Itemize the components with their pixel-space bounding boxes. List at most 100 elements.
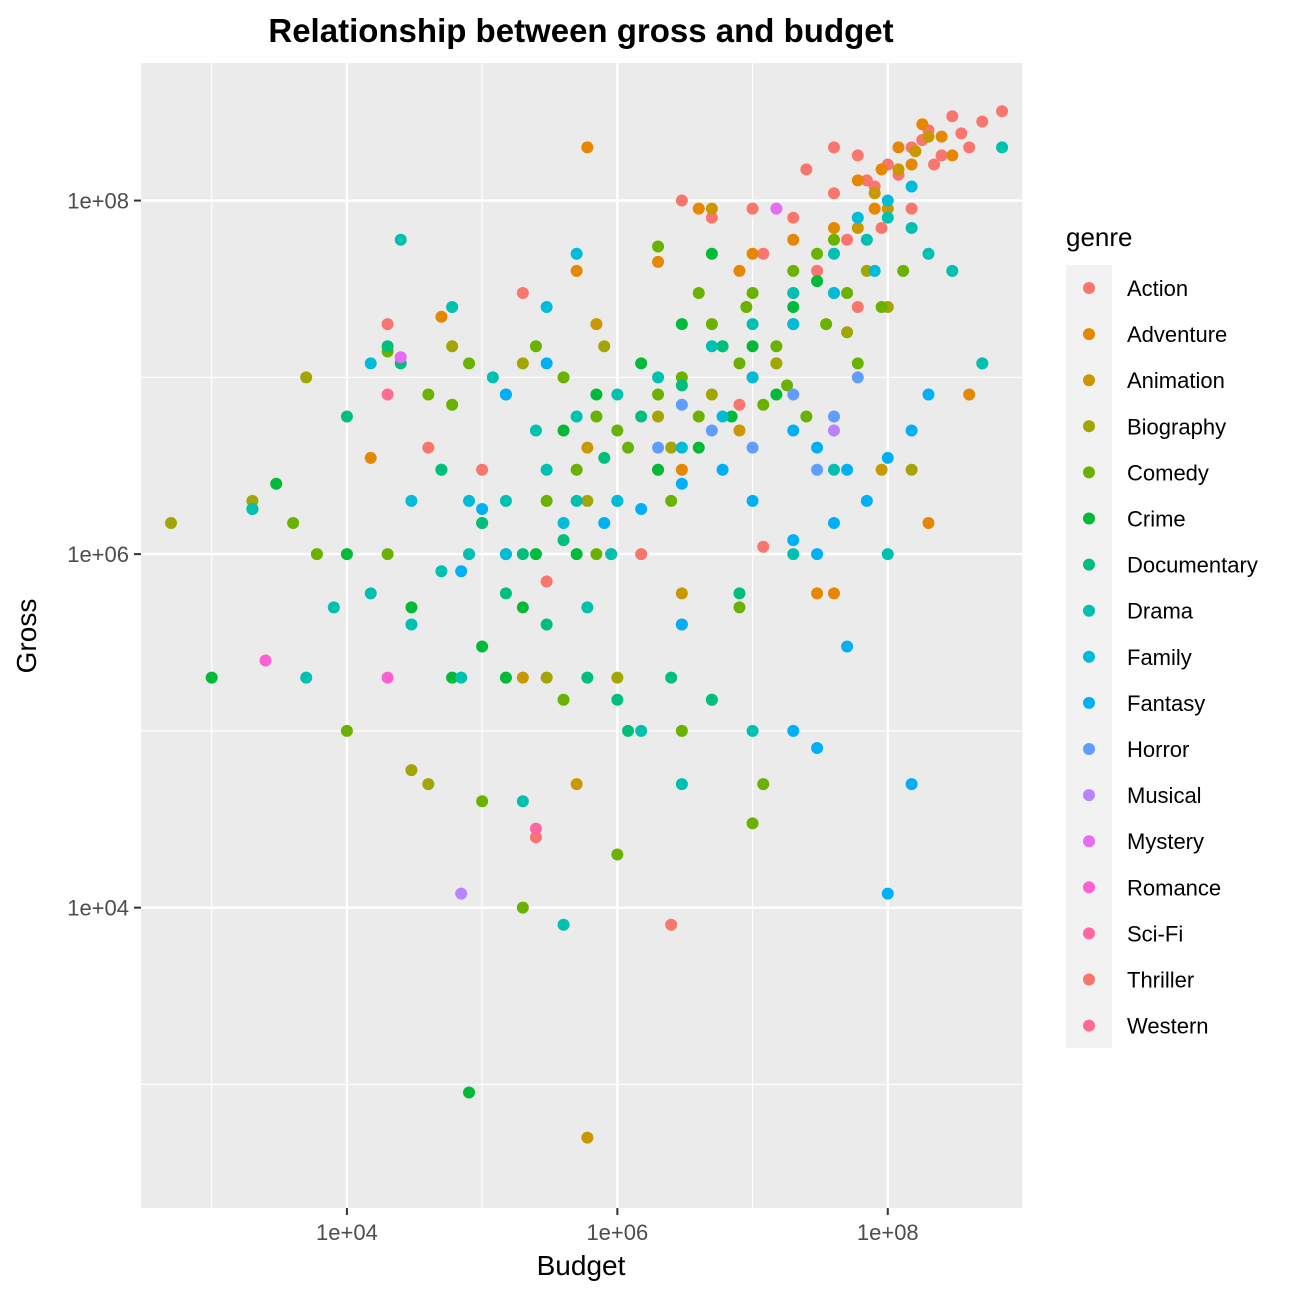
series-musical bbox=[455, 424, 840, 900]
data-point bbox=[716, 410, 729, 423]
data-point bbox=[705, 388, 718, 401]
data-point bbox=[705, 424, 718, 437]
data-point bbox=[692, 202, 705, 215]
data-point bbox=[881, 211, 894, 224]
y-tick-label: 1e+06 bbox=[67, 542, 129, 567]
legend-label: Biography bbox=[1127, 414, 1226, 439]
data-point bbox=[405, 618, 418, 631]
data-point bbox=[905, 778, 918, 791]
legend-label: Documentary bbox=[1127, 553, 1258, 578]
data-point bbox=[570, 264, 583, 277]
data-point bbox=[652, 371, 665, 384]
data-point bbox=[811, 275, 824, 288]
data-point bbox=[300, 671, 313, 684]
data-point bbox=[827, 463, 840, 476]
data-point bbox=[811, 463, 824, 476]
data-point bbox=[705, 318, 718, 331]
data-point bbox=[446, 671, 459, 684]
data-point bbox=[540, 618, 553, 631]
data-point bbox=[851, 300, 864, 313]
data-point bbox=[516, 548, 529, 561]
data-point bbox=[499, 494, 512, 507]
data-point bbox=[516, 671, 529, 684]
data-point bbox=[590, 548, 603, 561]
legend-label: Romance bbox=[1127, 875, 1221, 900]
data-point bbox=[787, 724, 800, 737]
data-point bbox=[675, 318, 688, 331]
data-point bbox=[652, 463, 665, 476]
data-point bbox=[463, 357, 476, 370]
data-point bbox=[770, 340, 783, 353]
data-point bbox=[652, 388, 665, 401]
legend-key bbox=[1083, 420, 1095, 433]
data-point bbox=[486, 371, 499, 384]
data-point bbox=[800, 410, 813, 423]
data-point bbox=[405, 494, 418, 507]
data-point bbox=[287, 516, 300, 529]
series-fantasy bbox=[455, 357, 935, 900]
data-point bbox=[516, 601, 529, 614]
data-point bbox=[827, 286, 840, 299]
data-point bbox=[675, 194, 688, 207]
data-point bbox=[476, 463, 489, 476]
data-point bbox=[476, 640, 489, 653]
data-point bbox=[935, 149, 948, 162]
data-point bbox=[665, 441, 678, 454]
data-point bbox=[875, 221, 888, 234]
data-point bbox=[868, 202, 881, 215]
data-point bbox=[905, 180, 918, 193]
data-point bbox=[827, 141, 840, 154]
data-point bbox=[746, 318, 759, 331]
data-point bbox=[557, 516, 570, 529]
data-point bbox=[746, 817, 759, 830]
data-point bbox=[394, 351, 407, 364]
data-point bbox=[463, 494, 476, 507]
data-point bbox=[916, 118, 929, 131]
series-crime bbox=[205, 247, 824, 1099]
data-point bbox=[716, 340, 729, 353]
data-point bbox=[557, 534, 570, 547]
data-point bbox=[581, 1131, 594, 1144]
data-point bbox=[811, 742, 824, 755]
data-point bbox=[787, 548, 800, 561]
data-point bbox=[892, 141, 905, 154]
data-point bbox=[652, 255, 665, 268]
data-point bbox=[476, 502, 489, 515]
legend-key bbox=[1083, 1019, 1095, 1032]
data-point bbox=[675, 587, 688, 600]
data-point bbox=[675, 463, 688, 476]
data-point bbox=[516, 286, 529, 299]
data-point bbox=[860, 233, 873, 246]
data-point bbox=[435, 565, 448, 578]
data-point bbox=[405, 764, 418, 777]
data-point bbox=[770, 202, 783, 215]
legend-key bbox=[1083, 743, 1095, 755]
legend-label: Horror bbox=[1127, 737, 1189, 762]
series-romance bbox=[259, 654, 394, 684]
data-point bbox=[787, 424, 800, 437]
data-point bbox=[841, 233, 854, 246]
data-point bbox=[446, 398, 459, 411]
data-point bbox=[405, 601, 418, 614]
data-point bbox=[529, 831, 542, 844]
y-axis-title: Gross bbox=[11, 599, 42, 674]
legend-key bbox=[1083, 881, 1095, 894]
data-point bbox=[675, 398, 688, 411]
data-point bbox=[570, 410, 583, 423]
series-animation bbox=[516, 130, 935, 1144]
data-point bbox=[364, 357, 377, 370]
data-point bbox=[905, 221, 918, 234]
data-point bbox=[340, 548, 353, 561]
legend-key bbox=[1083, 973, 1095, 986]
data-point bbox=[364, 451, 377, 464]
x-tick-label: 1e+04 bbox=[316, 1220, 378, 1245]
data-point bbox=[455, 671, 468, 684]
data-point bbox=[946, 264, 959, 277]
data-point bbox=[955, 127, 968, 140]
data-point bbox=[746, 371, 759, 384]
data-point bbox=[540, 357, 553, 370]
data-point bbox=[946, 110, 959, 123]
data-point bbox=[310, 548, 323, 561]
data-point bbox=[581, 601, 594, 614]
legend-label: Comedy bbox=[1127, 460, 1209, 485]
